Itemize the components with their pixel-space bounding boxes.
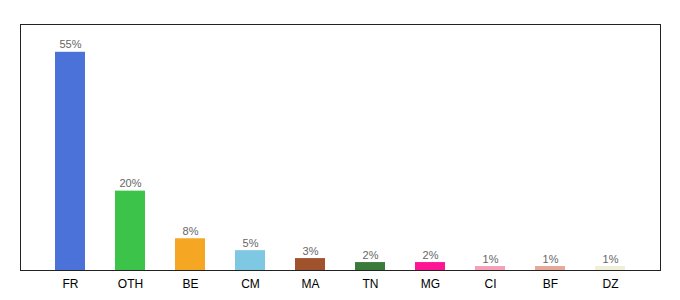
svg-text:FR: FR (63, 277, 79, 291)
svg-text:BF: BF (543, 277, 558, 291)
svg-text:OTH: OTH (118, 277, 143, 291)
svg-text:TN: TN (363, 277, 379, 291)
svg-text:MA: MA (302, 277, 320, 291)
svg-text:DZ: DZ (603, 277, 619, 291)
svg-text:MG: MG (421, 277, 440, 291)
svg-text:5%: 5% (243, 237, 259, 249)
svg-text:8%: 8% (183, 225, 199, 237)
svg-text:1%: 1% (603, 253, 619, 265)
svg-text:2%: 2% (363, 249, 379, 261)
svg-text:2%: 2% (423, 249, 439, 261)
svg-text:CM: CM (241, 277, 260, 291)
svg-text:CI: CI (485, 277, 497, 291)
svg-text:20%: 20% (119, 177, 141, 189)
svg-text:1%: 1% (483, 253, 499, 265)
svg-text:BE: BE (182, 277, 198, 291)
svg-text:55%: 55% (59, 38, 81, 50)
svg-text:3%: 3% (303, 245, 319, 257)
svg-text:1%: 1% (543, 253, 559, 265)
